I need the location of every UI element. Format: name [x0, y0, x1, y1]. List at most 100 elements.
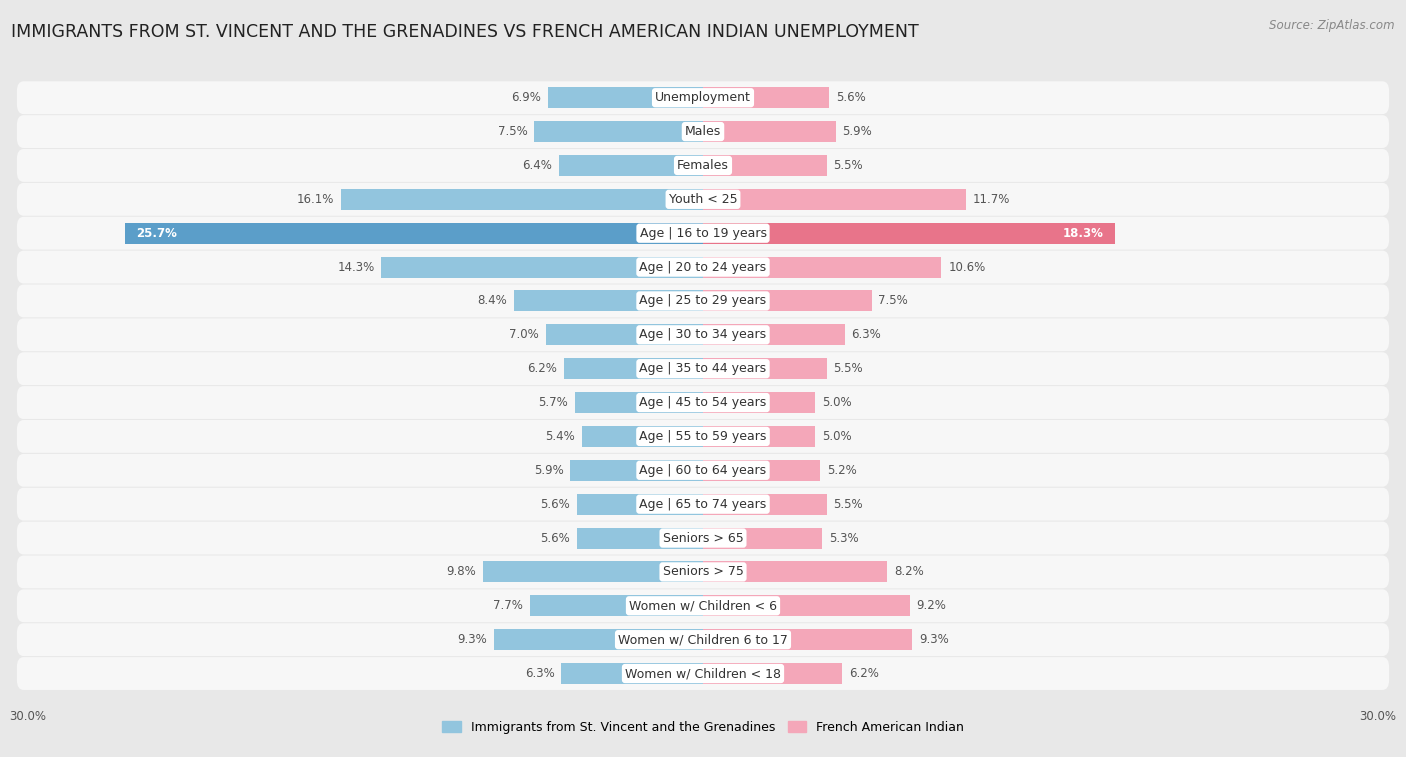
Bar — [575, 392, 703, 413]
FancyBboxPatch shape — [17, 488, 1389, 521]
Bar — [703, 324, 845, 345]
Text: 9.3%: 9.3% — [457, 633, 486, 646]
FancyBboxPatch shape — [17, 81, 1389, 114]
Bar — [703, 188, 966, 210]
Text: Males: Males — [685, 125, 721, 138]
Text: 7.7%: 7.7% — [494, 600, 523, 612]
FancyBboxPatch shape — [17, 386, 1389, 419]
Bar — [561, 663, 703, 684]
Text: Seniors > 75: Seniors > 75 — [662, 565, 744, 578]
Text: 5.9%: 5.9% — [842, 125, 872, 138]
Text: 5.6%: 5.6% — [835, 91, 866, 104]
Bar — [703, 494, 827, 515]
Bar — [703, 257, 942, 278]
Text: 9.8%: 9.8% — [446, 565, 475, 578]
Text: Unemployment: Unemployment — [655, 91, 751, 104]
Bar — [494, 629, 703, 650]
Bar — [515, 291, 703, 311]
Text: Seniors > 65: Seniors > 65 — [662, 531, 744, 544]
FancyBboxPatch shape — [17, 251, 1389, 284]
Bar — [125, 223, 703, 244]
Text: 5.5%: 5.5% — [834, 497, 863, 511]
Bar — [571, 459, 703, 481]
Text: 8.2%: 8.2% — [894, 565, 924, 578]
Text: 5.7%: 5.7% — [538, 396, 568, 409]
Bar — [576, 528, 703, 549]
Bar — [703, 595, 910, 616]
Text: 5.3%: 5.3% — [830, 531, 859, 544]
Text: 6.3%: 6.3% — [524, 667, 554, 680]
Bar — [582, 426, 703, 447]
Text: 5.6%: 5.6% — [540, 531, 571, 544]
Text: 5.6%: 5.6% — [540, 497, 571, 511]
Bar — [340, 188, 703, 210]
Text: Age | 16 to 19 years: Age | 16 to 19 years — [640, 226, 766, 240]
Bar — [703, 155, 827, 176]
Bar — [548, 87, 703, 108]
Bar — [703, 358, 827, 379]
Bar — [703, 663, 842, 684]
FancyBboxPatch shape — [17, 556, 1389, 588]
Text: 5.4%: 5.4% — [546, 430, 575, 443]
Text: 5.0%: 5.0% — [823, 396, 852, 409]
FancyBboxPatch shape — [17, 285, 1389, 317]
Text: Women w/ Children < 6: Women w/ Children < 6 — [628, 600, 778, 612]
Text: 5.0%: 5.0% — [823, 430, 852, 443]
Text: 5.5%: 5.5% — [834, 159, 863, 172]
Text: Age | 55 to 59 years: Age | 55 to 59 years — [640, 430, 766, 443]
FancyBboxPatch shape — [17, 115, 1389, 148]
Bar — [576, 494, 703, 515]
Bar — [564, 358, 703, 379]
FancyBboxPatch shape — [17, 149, 1389, 182]
FancyBboxPatch shape — [17, 454, 1389, 487]
Text: 6.4%: 6.4% — [523, 159, 553, 172]
Text: Age | 20 to 24 years: Age | 20 to 24 years — [640, 260, 766, 273]
Bar — [546, 324, 703, 345]
Bar — [703, 562, 887, 582]
Bar — [534, 121, 703, 142]
Text: Age | 25 to 29 years: Age | 25 to 29 years — [640, 294, 766, 307]
Bar — [703, 291, 872, 311]
Bar — [703, 426, 815, 447]
Text: 9.3%: 9.3% — [920, 633, 949, 646]
Legend: Immigrants from St. Vincent and the Grenadines, French American Indian: Immigrants from St. Vincent and the Gren… — [437, 715, 969, 739]
Text: 14.3%: 14.3% — [337, 260, 374, 273]
Bar — [560, 155, 703, 176]
FancyBboxPatch shape — [17, 183, 1389, 216]
Text: Age | 60 to 64 years: Age | 60 to 64 years — [640, 464, 766, 477]
Text: 11.7%: 11.7% — [973, 193, 1011, 206]
FancyBboxPatch shape — [17, 319, 1389, 351]
Bar — [482, 562, 703, 582]
Text: 6.3%: 6.3% — [852, 329, 882, 341]
Text: 7.0%: 7.0% — [509, 329, 538, 341]
Bar — [703, 629, 912, 650]
FancyBboxPatch shape — [17, 217, 1389, 250]
Text: 16.1%: 16.1% — [297, 193, 335, 206]
Bar — [703, 87, 830, 108]
FancyBboxPatch shape — [17, 590, 1389, 622]
Text: 6.2%: 6.2% — [527, 362, 557, 375]
Text: 18.3%: 18.3% — [1063, 226, 1104, 240]
Text: 8.4%: 8.4% — [478, 294, 508, 307]
Text: 5.9%: 5.9% — [534, 464, 564, 477]
Text: 25.7%: 25.7% — [136, 226, 177, 240]
Text: Age | 65 to 74 years: Age | 65 to 74 years — [640, 497, 766, 511]
Text: Age | 30 to 34 years: Age | 30 to 34 years — [640, 329, 766, 341]
Bar — [381, 257, 703, 278]
Text: IMMIGRANTS FROM ST. VINCENT AND THE GRENADINES VS FRENCH AMERICAN INDIAN UNEMPLO: IMMIGRANTS FROM ST. VINCENT AND THE GREN… — [11, 23, 920, 41]
Text: 9.2%: 9.2% — [917, 600, 946, 612]
Text: Youth < 25: Youth < 25 — [669, 193, 737, 206]
FancyBboxPatch shape — [17, 623, 1389, 656]
FancyBboxPatch shape — [17, 420, 1389, 453]
Text: 6.9%: 6.9% — [512, 91, 541, 104]
FancyBboxPatch shape — [17, 657, 1389, 690]
Text: 6.2%: 6.2% — [849, 667, 879, 680]
Text: Age | 35 to 44 years: Age | 35 to 44 years — [640, 362, 766, 375]
Text: Women w/ Children 6 to 17: Women w/ Children 6 to 17 — [619, 633, 787, 646]
Text: 7.5%: 7.5% — [879, 294, 908, 307]
Bar — [703, 121, 835, 142]
Text: Source: ZipAtlas.com: Source: ZipAtlas.com — [1270, 19, 1395, 32]
Text: Age | 45 to 54 years: Age | 45 to 54 years — [640, 396, 766, 409]
Bar — [703, 459, 820, 481]
Text: Females: Females — [678, 159, 728, 172]
